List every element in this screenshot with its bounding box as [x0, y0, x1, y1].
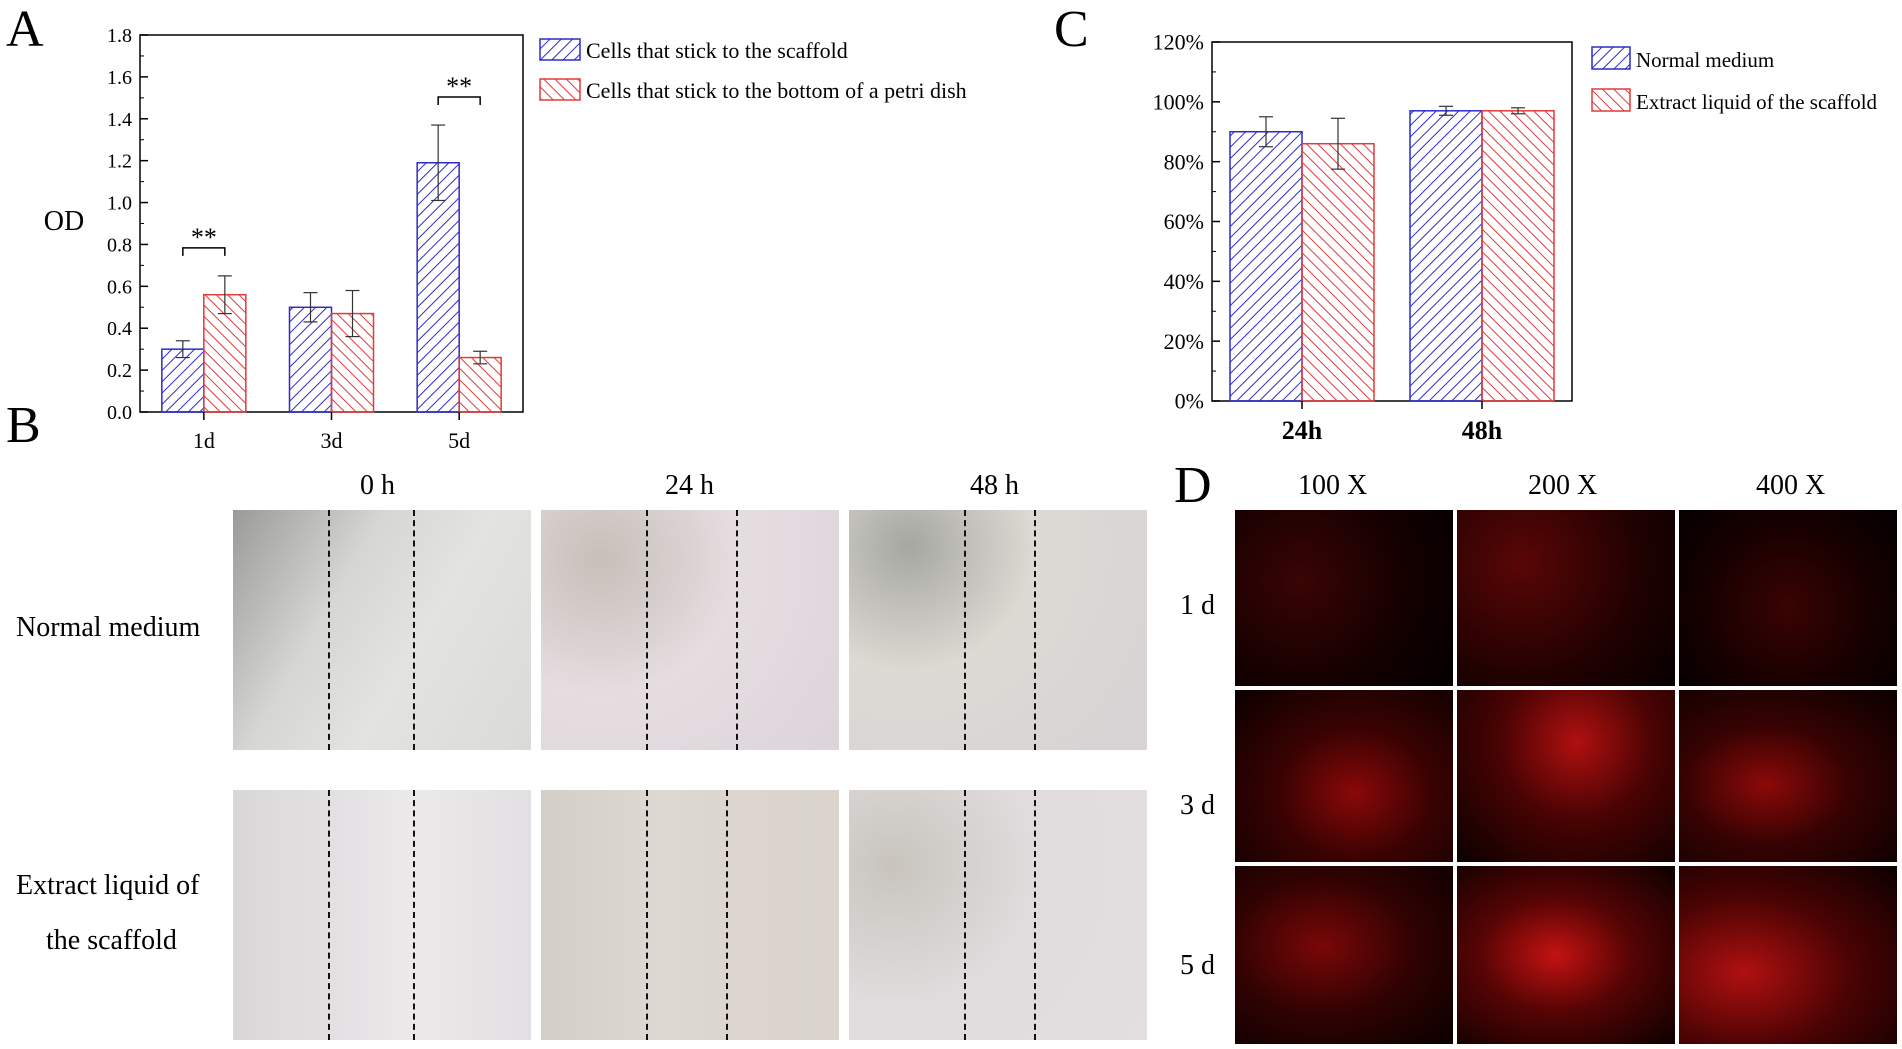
scratch-image-extract-24h	[541, 790, 839, 1040]
bar	[1301, 142, 1375, 402]
y-tick-label: 60%	[1164, 209, 1204, 234]
x-tick-label: 5d	[448, 428, 470, 453]
panel-b-col-48h: 48 h	[970, 470, 1019, 501]
bar	[203, 293, 247, 413]
scratch-image-extract-48h	[849, 790, 1147, 1040]
legend-label: Normal medium	[1636, 48, 1774, 72]
significance-bracket	[437, 96, 481, 106]
y-tick-label: 1.0	[107, 193, 132, 215]
bar	[416, 162, 460, 413]
bar	[1229, 131, 1303, 402]
y-tick-label: 0.6	[107, 276, 132, 298]
x-tick-label: 3d	[321, 428, 343, 453]
y-axis-label: OD	[44, 206, 84, 237]
y-tick-label: 20%	[1164, 329, 1204, 354]
bar	[458, 356, 502, 413]
y-tick-label: 1.2	[107, 151, 132, 173]
significance-bracket	[182, 247, 226, 256]
bar	[161, 348, 205, 413]
panel-d-row-5d: 5 d	[1180, 950, 1215, 981]
legend-label: Cells that stick to the bottom of a petr…	[586, 78, 967, 103]
chart-c: 0% 20% 40% 60% 80% 100% 120% 24h 48h Normal mediu…	[1153, 30, 1878, 445]
y-tick-label: 40%	[1164, 269, 1204, 294]
y-tick-label: 0.0	[107, 402, 132, 424]
panel-letter-a: A	[6, 1, 44, 58]
y-tick-label: 1.8	[107, 25, 132, 47]
panel-d-col-100x: 100 X	[1298, 470, 1368, 501]
y-tick-label: 120%	[1153, 30, 1204, 55]
bar	[1409, 110, 1483, 402]
fluor-image-3d-400x	[1679, 690, 1897, 862]
legend-swatch	[539, 38, 581, 61]
legend-swatch	[1591, 88, 1631, 112]
significance-label: **	[191, 223, 217, 252]
panel-letter-d: D	[1174, 457, 1212, 514]
legend-label: Extract liquid of the scaffold	[1636, 90, 1878, 114]
scratch-image-normal-0h	[233, 510, 531, 750]
y-tick-label: 0.2	[107, 360, 132, 382]
y-tick-label: 80%	[1164, 149, 1204, 174]
legend-swatch	[539, 78, 581, 101]
legend-label: Cells that stick to the scaffold	[586, 38, 848, 63]
significance-label: **	[446, 72, 472, 101]
panel-d-row-3d: 3 d	[1180, 790, 1215, 821]
panel-letter-b: B	[6, 397, 41, 454]
fluor-image-5d-400x	[1679, 866, 1897, 1044]
x-tick-label: 48h	[1462, 416, 1503, 445]
chart-a: 0.0 0.2 0.4 0.6 0.8 1.0 1.2 1.4 1.6 1.8 1d 3d 5d ** **…	[44, 25, 967, 453]
panel-d-col-400x: 400 X	[1756, 470, 1826, 501]
scratch-image-normal-24h	[541, 510, 839, 750]
fluor-image-3d-100x	[1235, 690, 1453, 862]
panel-letter-c: C	[1054, 1, 1089, 58]
panel-b-row-extract-2: the scaffold	[46, 925, 177, 956]
panel-b-col-24h: 24 h	[665, 470, 714, 501]
panel-b-row-normal-medium: Normal medium	[16, 612, 201, 643]
fluor-image-5d-200x	[1457, 866, 1675, 1044]
bar	[1481, 110, 1555, 402]
panel-d-row-1d: 1 d	[1180, 590, 1215, 621]
y-tick-label: 1.4	[107, 109, 132, 131]
fluor-image-1d-400x	[1679, 510, 1897, 686]
y-tick-label: 1.6	[107, 67, 132, 89]
y-tick-label: 100%	[1153, 90, 1204, 115]
panel-d-col-200x: 200 X	[1528, 470, 1598, 501]
fluor-image-5d-100x	[1235, 866, 1453, 1044]
y-tick-label: 0%	[1175, 389, 1204, 414]
panel-b-row-extract-1: Extract liquid of	[16, 870, 200, 901]
fluor-image-3d-200x	[1457, 690, 1675, 862]
panel-b-col-0h: 0 h	[360, 470, 395, 501]
scratch-image-normal-48h	[849, 510, 1147, 750]
y-tick-label: 0.8	[107, 234, 132, 256]
legend-swatch	[1591, 46, 1631, 70]
y-tick-label: 0.4	[107, 318, 132, 340]
x-tick-label: 1d	[193, 428, 215, 453]
scratch-image-extract-0h	[233, 790, 531, 1040]
bar	[288, 306, 333, 413]
fluor-image-1d-200x	[1457, 510, 1675, 686]
x-tick-label: 24h	[1282, 416, 1323, 445]
fluor-image-1d-100x	[1235, 510, 1453, 686]
